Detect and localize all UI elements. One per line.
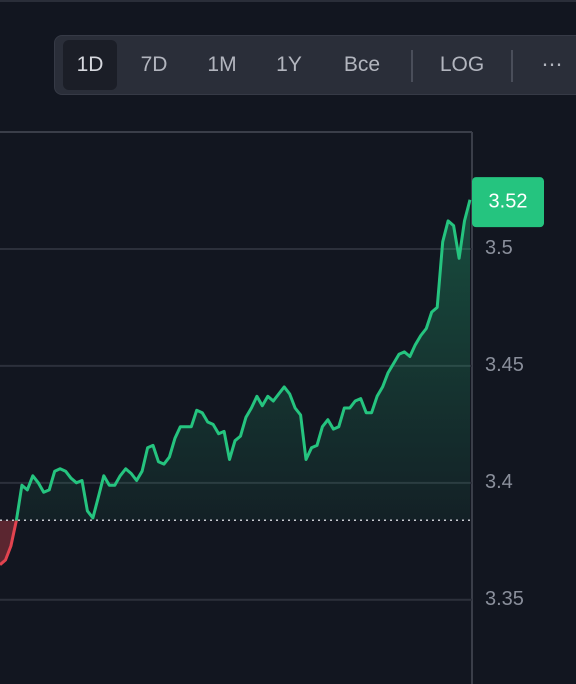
separator	[411, 50, 413, 82]
more-button[interactable]: ⋯	[541, 53, 563, 76]
last-price-label: 3.52	[489, 190, 528, 212]
last-price-box	[472, 177, 544, 228]
interval-button[interactable]: 1Y	[276, 53, 302, 76]
y-tick-label: 3.45	[485, 354, 524, 376]
interval-button[interactable]: 7D	[140, 53, 168, 76]
y-tick-label: 3.5	[485, 237, 513, 259]
interval-button[interactable]: Bce	[343, 53, 381, 76]
toolbar: 1D 7D 1M 1Y Bce LOG ⋯	[54, 35, 576, 95]
log-button[interactable]: LOG	[439, 53, 485, 76]
y-tick-label: 3.35	[485, 588, 524, 610]
separator	[511, 50, 513, 82]
area	[0, 199, 470, 565]
interval-button[interactable]: 1D	[63, 40, 117, 90]
price-line	[0, 199, 472, 566]
y-tick-label: 3.4	[485, 471, 513, 493]
interval-button[interactable]: 1M	[207, 53, 237, 76]
